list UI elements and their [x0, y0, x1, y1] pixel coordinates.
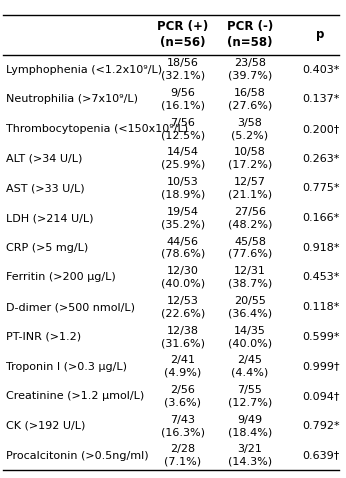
Text: LDH (>214 U/L): LDH (>214 U/L) — [6, 213, 94, 223]
Text: 12/31
(38.7%): 12/31 (38.7%) — [228, 266, 272, 289]
Text: 0.999†: 0.999† — [302, 361, 339, 371]
Text: 3/21
(14.3%): 3/21 (14.3%) — [228, 445, 272, 467]
Text: 2/28
(7.1%): 2/28 (7.1%) — [164, 445, 201, 467]
Text: 20/55
(36.4%): 20/55 (36.4%) — [228, 296, 272, 318]
Text: ALT (>34 U/L): ALT (>34 U/L) — [6, 154, 82, 163]
Text: 0.639†: 0.639† — [302, 451, 339, 461]
Text: 0.263*: 0.263* — [302, 154, 339, 163]
Text: PCR (+)
(n=56): PCR (+) (n=56) — [157, 20, 208, 49]
Text: 0.792*: 0.792* — [302, 421, 339, 431]
Text: 14/35
(40.0%): 14/35 (40.0%) — [228, 326, 272, 348]
Text: Procalcitonin (>0.5ng/ml): Procalcitonin (>0.5ng/ml) — [6, 451, 149, 461]
Text: 2/45
(4.4%): 2/45 (4.4%) — [231, 355, 268, 378]
Text: D-dimer (>500 nmol/L): D-dimer (>500 nmol/L) — [6, 302, 135, 312]
Text: CRP (>5 mg/L): CRP (>5 mg/L) — [6, 243, 88, 253]
Text: 45/58
(77.6%): 45/58 (77.6%) — [228, 237, 272, 259]
Text: Neutrophilia (>7x10⁹/L): Neutrophilia (>7x10⁹/L) — [6, 94, 138, 104]
Text: Thrombocytopenia (<150x10⁹/L): Thrombocytopenia (<150x10⁹/L) — [6, 124, 188, 134]
Text: 12/53
(22.6%): 12/53 (22.6%) — [161, 296, 205, 318]
Text: Lymphophenia (<1.2x10⁹/L): Lymphophenia (<1.2x10⁹/L) — [6, 65, 162, 75]
Text: 18/56
(32.1%): 18/56 (32.1%) — [161, 58, 205, 81]
Text: 16/58
(27.6%): 16/58 (27.6%) — [228, 88, 272, 110]
Text: 9/56
(16.1%): 9/56 (16.1%) — [161, 88, 205, 110]
Text: 44/56
(78.6%): 44/56 (78.6%) — [161, 237, 205, 259]
Text: Ferritin (>200 μg/L): Ferritin (>200 μg/L) — [6, 272, 116, 282]
Text: CK (>192 U/L): CK (>192 U/L) — [6, 421, 85, 431]
Text: 10/58
(17.2%): 10/58 (17.2%) — [228, 148, 272, 170]
Text: 0.137*: 0.137* — [302, 94, 339, 104]
Text: 0.166*: 0.166* — [302, 213, 339, 223]
Text: Creatinine (>1.2 μmol/L): Creatinine (>1.2 μmol/L) — [6, 391, 144, 401]
Text: 0.200†: 0.200† — [302, 124, 339, 134]
Text: 19/54
(35.2%): 19/54 (35.2%) — [161, 207, 205, 229]
Text: 12/38
(31.6%): 12/38 (31.6%) — [161, 326, 205, 348]
Text: 0.775*: 0.775* — [302, 184, 339, 194]
Text: 7/43
(16.3%): 7/43 (16.3%) — [161, 415, 205, 437]
Text: 3/58
(5.2%): 3/58 (5.2%) — [231, 118, 268, 140]
Text: 2/56
(3.6%): 2/56 (3.6%) — [164, 385, 201, 407]
Text: PCR (-)
(n=58): PCR (-) (n=58) — [227, 20, 273, 49]
Text: 0.453*: 0.453* — [302, 272, 339, 282]
Text: 2/41
(4.9%): 2/41 (4.9%) — [164, 355, 201, 378]
Text: Troponin I (>0.3 μg/L): Troponin I (>0.3 μg/L) — [6, 361, 127, 371]
Text: PT-INR (>1.2): PT-INR (>1.2) — [6, 332, 81, 342]
Text: 23/58
(39.7%): 23/58 (39.7%) — [228, 58, 272, 81]
Text: 0.094†: 0.094† — [302, 391, 339, 401]
Text: 0.403*: 0.403* — [302, 65, 339, 75]
Text: 7/56
(12.5%): 7/56 (12.5%) — [161, 118, 205, 140]
Text: 12/30
(40.0%): 12/30 (40.0%) — [161, 266, 205, 289]
Text: 12/57
(21.1%): 12/57 (21.1%) — [228, 177, 272, 200]
Text: 7/55
(12.7%): 7/55 (12.7%) — [228, 385, 272, 407]
Text: 14/54
(25.9%): 14/54 (25.9%) — [161, 148, 205, 170]
Text: AST (>33 U/L): AST (>33 U/L) — [6, 184, 85, 194]
Text: 10/53
(18.9%): 10/53 (18.9%) — [161, 177, 205, 200]
Text: 9/49
(18.4%): 9/49 (18.4%) — [228, 415, 272, 437]
Text: 27/56
(48.2%): 27/56 (48.2%) — [228, 207, 272, 229]
Text: 0.599*: 0.599* — [302, 332, 339, 342]
Text: 0.118*: 0.118* — [302, 302, 339, 312]
Text: p: p — [317, 28, 325, 41]
Text: 0.918*: 0.918* — [302, 243, 339, 253]
